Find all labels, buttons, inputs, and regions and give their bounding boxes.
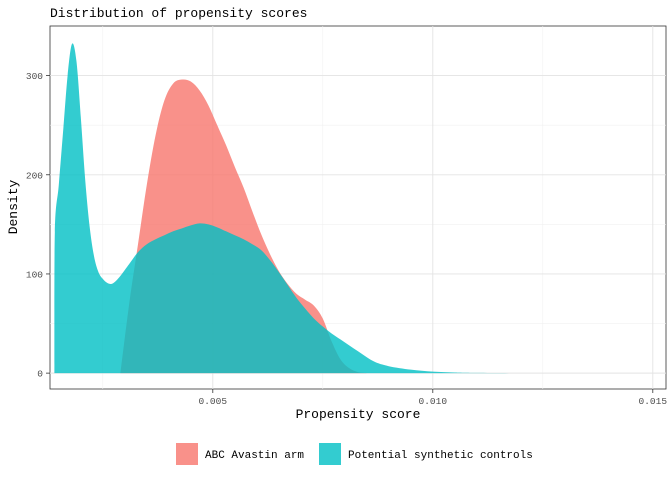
x-axis-title: Propensity score <box>296 407 421 422</box>
chart-title: Distribution of propensity scores <box>50 6 307 21</box>
legend-swatch-abc-avastin <box>176 443 198 465</box>
y-tick-label: 300 <box>26 71 43 82</box>
density-areas <box>54 43 653 374</box>
x-tick-label: 0.005 <box>199 396 228 407</box>
axes: 0.005 0.010 0.015 0 100 200 300 <box>26 71 667 407</box>
y-tick-label: 100 <box>26 269 43 280</box>
legend-label-synthetic-controls: Potential synthetic controls <box>348 450 533 462</box>
x-tick-label: 0.010 <box>419 396 448 407</box>
y-tick-label: 200 <box>26 170 43 181</box>
y-tick-label: 0 <box>37 369 43 380</box>
legend-label-abc-avastin: ABC Avastin arm <box>205 450 304 462</box>
x-tick-label: 0.015 <box>639 396 668 407</box>
legend: ABC Avastin arm Potential synthetic cont… <box>176 443 533 465</box>
legend-swatch-synthetic-controls <box>319 443 341 465</box>
y-axis-title: Density <box>6 179 21 234</box>
density-area-synthetic-controls <box>54 43 653 374</box>
